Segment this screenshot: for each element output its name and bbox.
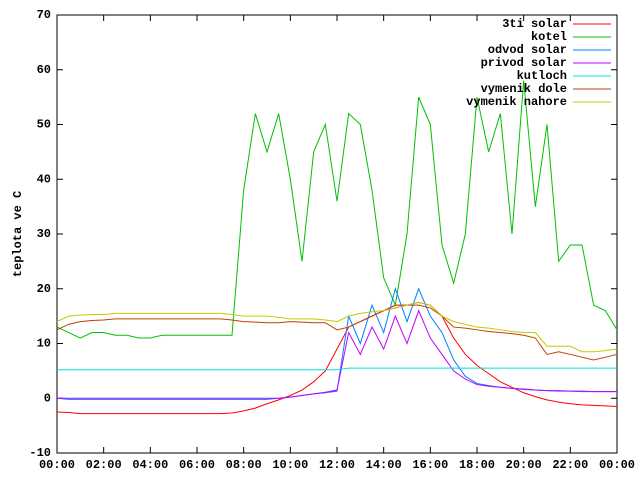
y-tick-label: 30	[37, 227, 51, 241]
series-line	[56, 287, 617, 400]
x-tick-label: 06:00	[179, 458, 215, 472]
y-tick-label: 70	[37, 8, 51, 22]
y-tick-label: 50	[37, 118, 51, 132]
y-tick-label: 20	[37, 282, 51, 296]
x-tick-label: 00:00	[39, 458, 75, 472]
y-axis-label: teplota ve C	[11, 191, 25, 277]
legend-label: kutloch	[517, 69, 567, 83]
x-tick-label: 10:00	[272, 458, 308, 472]
legend-label: odvod solar	[488, 43, 567, 57]
x-tick-label: 20:00	[506, 458, 542, 472]
x-tick-label: 04:00	[132, 458, 168, 472]
x-tick-label: 12:00	[319, 458, 355, 472]
y-tick-label: 10	[37, 337, 51, 351]
series-line	[57, 367, 617, 371]
y-tick-label: 0	[44, 391, 51, 405]
series-line	[56, 301, 618, 353]
series-line	[56, 304, 618, 361]
legend-label: kotel	[531, 30, 567, 44]
series-line	[56, 301, 618, 415]
legend-label: 3ti solar	[502, 17, 567, 31]
x-tick-label: 22:00	[552, 458, 588, 472]
x-tick-label: 16:00	[412, 458, 448, 472]
legend-label: privod solar	[481, 56, 567, 70]
x-tick-label: 02:00	[86, 458, 122, 472]
series-line	[57, 309, 617, 399]
x-tick-label: 14:00	[366, 458, 402, 472]
x-tick-label: 18:00	[459, 458, 495, 472]
x-tick-label: 08:00	[226, 458, 262, 472]
legend-label: vymenik dole	[481, 82, 567, 96]
x-tick-label: 00:00	[599, 458, 635, 472]
y-tick-label: -10	[29, 446, 51, 460]
y-tick-label: 40	[37, 172, 51, 186]
series-line	[56, 80, 618, 339]
y-tick-label: 60	[37, 63, 51, 77]
legend-label: vymenik nahore	[466, 95, 567, 109]
